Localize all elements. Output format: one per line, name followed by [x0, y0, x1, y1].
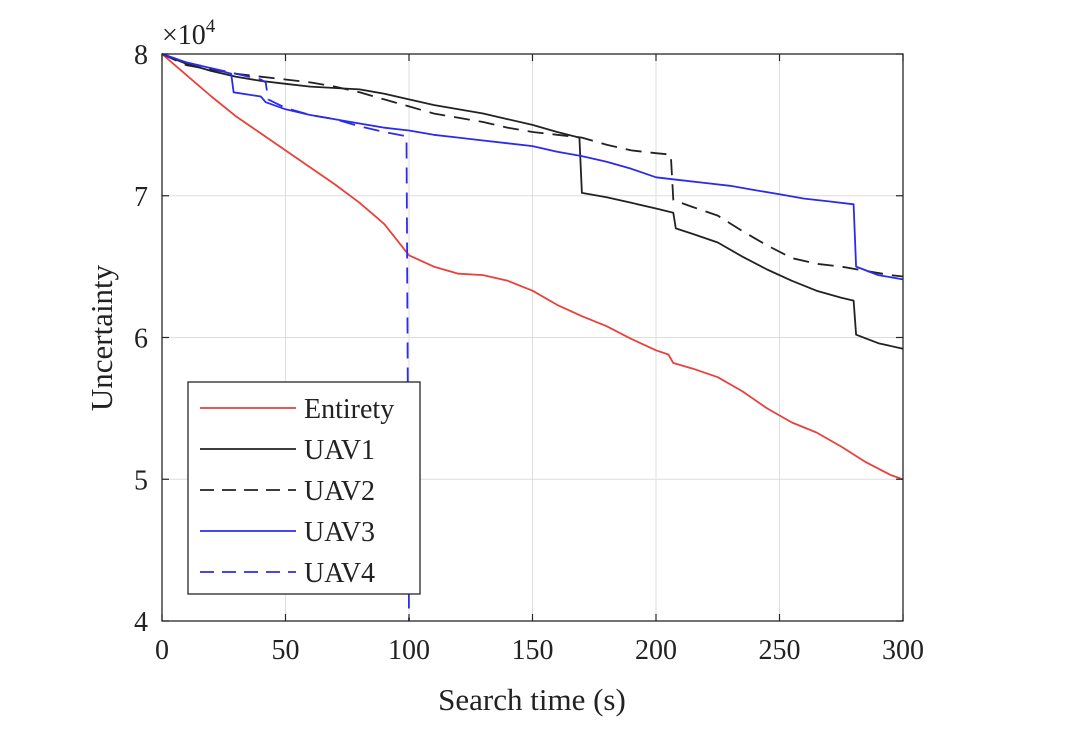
x-tick-label: 100 [388, 635, 430, 666]
legend: Entirety UAV1 UAV2 UAV3 UAV4 [187, 381, 421, 595]
series-line-uav2 [161, 53, 904, 278]
x-tick-label: 200 [635, 635, 677, 666]
y-ticks: 4 5 6 7 8 [134, 40, 903, 638]
legend-label-uav2: UAV2 [304, 476, 375, 507]
y-tick-label: 5 [134, 465, 148, 496]
legend-label-entirety: Entirety [304, 394, 394, 425]
y-tick-label: 8 [134, 40, 148, 71]
x-tick-label: 250 [759, 635, 801, 666]
y-tick-label: 6 [134, 324, 148, 355]
x-tick-label: 150 [512, 635, 554, 666]
legend-label-uav3: UAV3 [304, 517, 375, 548]
series-line-uav4 [161, 53, 410, 622]
y-tick-label: 7 [134, 182, 148, 213]
y-axis-label: Uncertainty [84, 264, 119, 411]
series-layer [161, 53, 904, 622]
series-line-uav3 [161, 53, 904, 281]
x-tick-label: 50 [272, 635, 300, 666]
y-tick-label: 4 [134, 607, 148, 638]
series-line-entirety [161, 53, 904, 481]
x-tick-label: 0 [155, 635, 169, 666]
legend-box [187, 381, 421, 595]
legend-label-uav1: UAV1 [304, 435, 375, 466]
x-axis-label: Search time (s) [438, 682, 626, 717]
x-ticks: 0 50 100 150 200 250 300 [155, 54, 924, 666]
x-tick-label: 300 [882, 635, 924, 666]
legend-label-uav4: UAV4 [304, 558, 375, 589]
y-axis-exponent: ×104 [162, 16, 216, 51]
